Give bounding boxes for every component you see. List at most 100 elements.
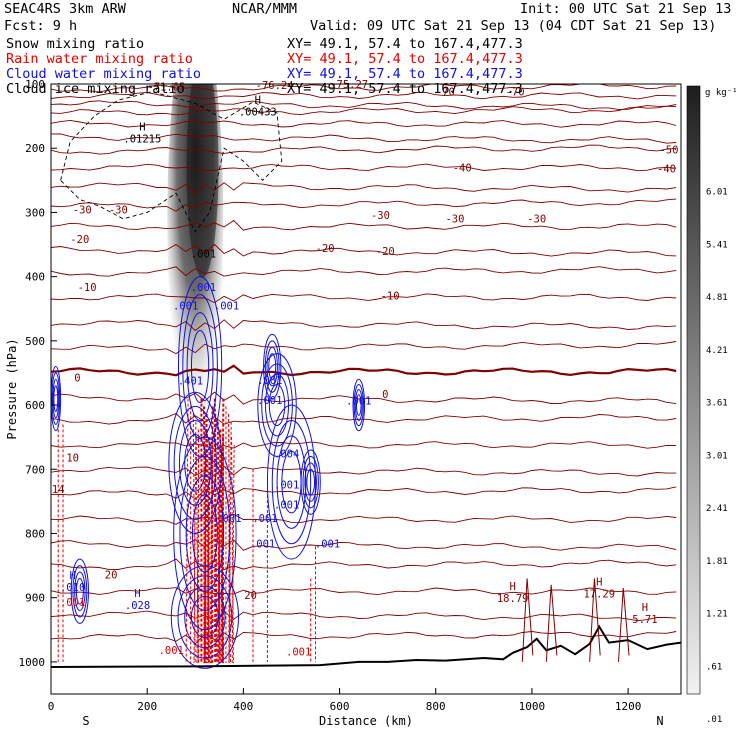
colorbar-level-label: 3.61	[706, 399, 728, 409]
cloud-water-contour	[177, 276, 223, 457]
y-tick-label: 300	[25, 206, 45, 219]
cloud-water-contour	[266, 346, 278, 387]
isotherm-label: -70	[506, 87, 525, 99]
isotherm-line	[51, 293, 677, 304]
extremum-value: 5.71	[632, 614, 657, 626]
colorbar-level-label: 5.41	[706, 240, 728, 250]
isotherm-line	[51, 538, 677, 551]
cloud-water-contour	[264, 340, 280, 393]
isotherm-line	[51, 144, 677, 155]
isotherm-label: 0	[382, 389, 388, 401]
isotherm-label: -30	[109, 205, 128, 217]
isotherm-label: -30	[527, 214, 546, 226]
hydrometeor-label: .001	[252, 513, 277, 525]
isotherm-label: 14	[52, 484, 65, 496]
colorbar-level-label: 2.41	[706, 504, 728, 514]
south-label: S	[82, 714, 89, 728]
hydrometeor-label: .001	[214, 300, 239, 312]
extremum-marker: H	[642, 602, 648, 614]
rain-contour	[217, 429, 222, 664]
isotherm-label: -10	[78, 282, 97, 294]
x-tick-label: 200	[137, 700, 157, 713]
cloud-water-contour	[173, 405, 217, 520]
cloud-water-contour	[185, 475, 225, 592]
cloud-water-contour	[302, 455, 319, 509]
colorbar-labels: 6.01 5.41 4.81 4.21 3.61 3.01 2.41 1.81 1.21 .61.…	[706, 188, 728, 725]
isotherm-label: 0	[74, 372, 80, 384]
cloud-water-contour	[352, 378, 366, 432]
institution-label: NCAR/MMM	[232, 1, 297, 17]
colorbar-level-label: 1.81	[706, 557, 728, 567]
x-tick-label: 400	[233, 700, 253, 713]
field-name-cloud-ice: Cloud ice mixing ratio	[6, 81, 185, 97]
cloud-water-contour	[178, 419, 212, 506]
colorbar-level-label: .61	[706, 662, 722, 672]
isotherm-line	[617, 588, 630, 662]
cloud-water-contour	[190, 595, 219, 638]
x-tick-label: 800	[426, 700, 446, 713]
field-xy-rain: XY= 49.1, 57.4 to 167.4,477.3	[287, 51, 523, 67]
x-tick-label: 1000	[519, 700, 546, 713]
extremum-value: .01215	[123, 134, 161, 146]
hydrometeor-label: .001	[60, 597, 85, 609]
isotherm-label: -75.27	[330, 79, 368, 91]
cloud-water-contour	[300, 449, 321, 515]
rain-contour	[216, 421, 221, 664]
isotherm-label: -10	[381, 291, 400, 303]
extremum-marker: H	[69, 570, 75, 582]
field-name-cloud-water: Cloud water mixing ratio	[6, 66, 201, 82]
cloud-water-contour	[191, 494, 218, 573]
hydrometeor-label: .001	[257, 395, 282, 407]
isotherm-line	[51, 513, 677, 525]
rain-contour	[192, 414, 196, 664]
isotherm-line	[51, 182, 677, 195]
isotherm-label: 20	[105, 569, 118, 581]
x-axis-label: Distance (km)	[319, 714, 413, 728]
cloud-water-contour	[304, 462, 317, 502]
y-tick-label: 900	[25, 592, 45, 605]
y-tick-label: 400	[25, 271, 45, 284]
isotherm-line	[51, 558, 677, 571]
isotherm-label: -20	[70, 234, 89, 246]
y-tick-label: 600	[25, 399, 45, 412]
cloud-water-contour	[355, 394, 362, 416]
cloud-water-contour	[353, 384, 364, 427]
colorbar	[686, 85, 701, 695]
freezing-level-line	[51, 364, 677, 377]
terrain-profile	[51, 624, 681, 668]
isotherm-line	[51, 219, 677, 231]
hydrometeor-label: .001	[274, 499, 299, 511]
isotherm-line	[51, 266, 677, 277]
field-name-rain: Rain water mixing ratio	[6, 51, 193, 67]
cloud-water-contour	[74, 571, 86, 612]
colorbar-level-label: 1.21	[706, 610, 728, 620]
colorbar-level-label: 4.21	[706, 346, 728, 356]
extremum-value: 17.29	[583, 588, 615, 600]
plot-area	[51, 84, 681, 669]
cloud-water-contour	[354, 389, 363, 421]
extremum-marker: H	[510, 581, 516, 593]
cloud-water-contour	[186, 312, 214, 421]
field-xy-cloud-ice: XY= 49.1, 57.4 to 167.4,477.3	[287, 81, 523, 97]
y-tick-label: 100	[25, 78, 45, 91]
isotherm-label: -30	[445, 214, 464, 226]
isotherm-line	[51, 163, 677, 172]
rain-contour	[231, 437, 234, 664]
y-tick-label: 700	[25, 463, 45, 476]
model-title: SEAC4RS 3km ARW	[4, 1, 127, 17]
x-tick-label: 600	[330, 700, 350, 713]
rain-contour	[209, 406, 214, 664]
isotherm-line	[51, 341, 677, 355]
x-tick-label: 0	[48, 700, 55, 713]
isotherm-line	[51, 100, 677, 110]
y-axis-label: Pressure (hPa)	[5, 338, 19, 439]
colorbar-level-label: 6.01	[706, 188, 728, 198]
rain-contour	[206, 437, 211, 664]
isotherm-line	[51, 92, 677, 100]
isotherm-line	[51, 465, 677, 477]
cloud-water-contour	[168, 391, 223, 534]
cloud-water-contour	[170, 565, 239, 669]
valid-time: Valid: 09 UTC Sat 21 Sep 13 (04 CDT Sat …	[310, 18, 716, 34]
cloud-water-contour	[177, 575, 233, 659]
x-tick-label: 1200	[615, 700, 642, 713]
